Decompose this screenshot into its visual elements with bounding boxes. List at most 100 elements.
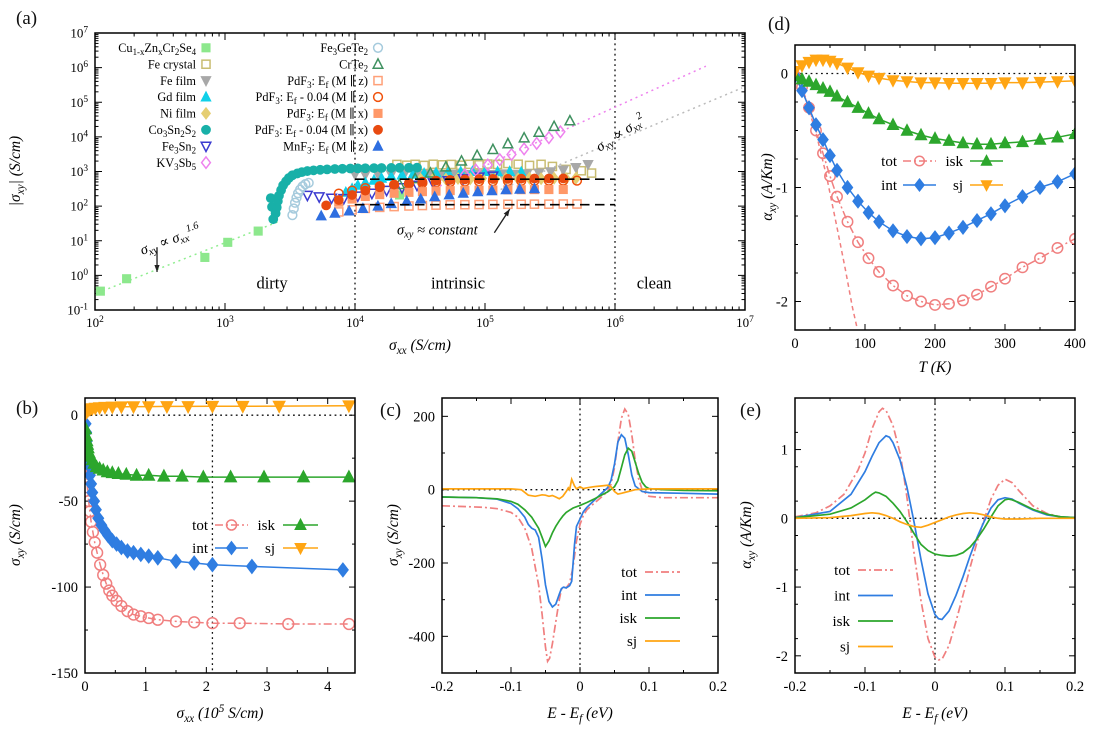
isk-marker xyxy=(1033,132,1047,145)
axes-b: 0 1 2 3 4 0 -50 -100 -150 xyxy=(51,398,355,695)
legend-label-int: int xyxy=(192,541,209,557)
tot-marker xyxy=(915,295,927,308)
x-axis-label: σxx (S/cm) xyxy=(389,337,451,357)
pdf3-ef-004-x-marker xyxy=(389,179,400,190)
series-int xyxy=(442,433,718,609)
series-sj xyxy=(442,476,718,500)
series-int xyxy=(85,415,349,578)
sj-marker xyxy=(795,66,802,79)
series-pdf3-ef-004-x xyxy=(321,173,569,211)
tot-marker xyxy=(169,615,183,628)
tot-marker xyxy=(282,617,295,631)
isk-marker xyxy=(1050,130,1065,143)
region-label: intrinsic xyxy=(431,273,485,292)
int-marker xyxy=(929,230,941,246)
legend-label-tot: tot xyxy=(621,565,638,581)
legend-label-isk: isk xyxy=(832,614,850,630)
int-marker xyxy=(1016,189,1029,205)
mnf3-ef-z-marker xyxy=(500,183,512,195)
x-tick-label: 100 xyxy=(854,336,876,352)
slope-1.6-line xyxy=(95,220,280,295)
fe-crystal-marker xyxy=(536,159,546,170)
legend-label-pdf3-ef-004-z: PdF3: Ef - 0.04 (M ∥ z) xyxy=(256,90,369,106)
mnf3-ef-z-marker xyxy=(486,184,498,196)
y-tick-label: 106 xyxy=(70,60,88,75)
y-tick-label: 107 xyxy=(70,26,88,41)
x-tick-label: -0.2 xyxy=(431,679,454,695)
legend-label-isk: isk xyxy=(619,611,637,627)
panel-tag-c: (c) xyxy=(380,400,402,421)
x-tick-label: 2 xyxy=(203,679,210,695)
y-tick-label: -2 xyxy=(776,649,788,665)
int-marker xyxy=(188,555,201,571)
sj-marker xyxy=(886,75,900,88)
legend-label-sj: sj xyxy=(265,541,275,557)
legend-marker-sj xyxy=(294,543,307,556)
legend-marker-int xyxy=(914,177,925,193)
x-tick-label: 103 xyxy=(216,315,234,330)
data-layer-e xyxy=(795,407,1075,661)
isk-marker xyxy=(257,469,271,483)
x-tick-label: 200 xyxy=(924,336,946,352)
legend-marker-fe-film xyxy=(200,76,212,87)
fe3sn2-marker xyxy=(313,192,326,204)
series-line-sj xyxy=(795,511,1075,529)
legend-label-isk: isk xyxy=(945,154,963,170)
int-marker xyxy=(862,204,875,221)
legend-marker-gd-film xyxy=(200,90,212,102)
x-tick-label: 105 xyxy=(476,315,494,330)
int-marker xyxy=(810,117,822,133)
int-marker xyxy=(957,219,969,236)
tot-marker xyxy=(957,294,969,307)
int-marker xyxy=(803,100,815,116)
legend-label-sj: sj xyxy=(627,634,637,650)
legend-marker-tot xyxy=(225,519,238,531)
tot-marker xyxy=(824,170,836,183)
series-tot xyxy=(85,460,355,631)
co3sn2s2-marker xyxy=(412,162,422,173)
fe3gete2-marker xyxy=(289,197,301,208)
isk-marker xyxy=(795,71,809,85)
region-label: clean xyxy=(637,273,672,292)
series-sj xyxy=(85,400,355,421)
isk-marker xyxy=(840,94,855,108)
tot-marker xyxy=(929,298,941,311)
series-pdf3-ef-z xyxy=(333,199,582,217)
mnf3-ef-z-marker xyxy=(472,185,484,197)
fe-film-marker xyxy=(557,165,569,177)
crte2-marker xyxy=(471,148,484,161)
int-marker xyxy=(852,193,864,209)
isk-marker xyxy=(900,123,914,136)
sj-marker xyxy=(1033,76,1047,90)
sj-marker xyxy=(830,58,844,71)
panel-tag-d: (d) xyxy=(768,14,791,35)
sj-marker xyxy=(1050,76,1065,89)
sj-marker xyxy=(160,401,174,414)
x-tick-label: -0.1 xyxy=(854,679,877,695)
x-tick-label: 0 xyxy=(791,336,798,352)
x-tick-label: 1 xyxy=(142,679,149,695)
mnf3-ef-z-marker xyxy=(329,206,341,218)
isk-marker xyxy=(175,468,189,482)
int-marker xyxy=(1051,174,1064,190)
fe3sn2-marker xyxy=(325,193,338,206)
pdf3-ef-x-marker xyxy=(544,185,554,195)
int-marker xyxy=(824,147,836,164)
series-isk xyxy=(442,446,718,549)
y-tick-label: -1 xyxy=(776,181,788,197)
kv3sb5-marker xyxy=(494,152,506,167)
isk-marker xyxy=(296,469,311,483)
y-tick-label: -100 xyxy=(51,580,78,596)
series-line-sj xyxy=(442,476,718,500)
tot-marker xyxy=(943,297,955,310)
series-line-tot xyxy=(795,407,1075,661)
sj-marker xyxy=(998,77,1012,90)
sj-marker xyxy=(840,62,855,76)
legend-marker-fe-crystal xyxy=(201,59,211,69)
legend-label-pdf3-ef-z: PdF3: Ef (M ∥ z) xyxy=(287,74,368,90)
co3sn2s2-marker xyxy=(394,162,405,173)
tot-marker xyxy=(831,190,843,203)
crte2-marker xyxy=(548,119,561,132)
y-tick-label: -400 xyxy=(408,629,435,645)
mnf3-ef-z-marker xyxy=(514,182,526,194)
